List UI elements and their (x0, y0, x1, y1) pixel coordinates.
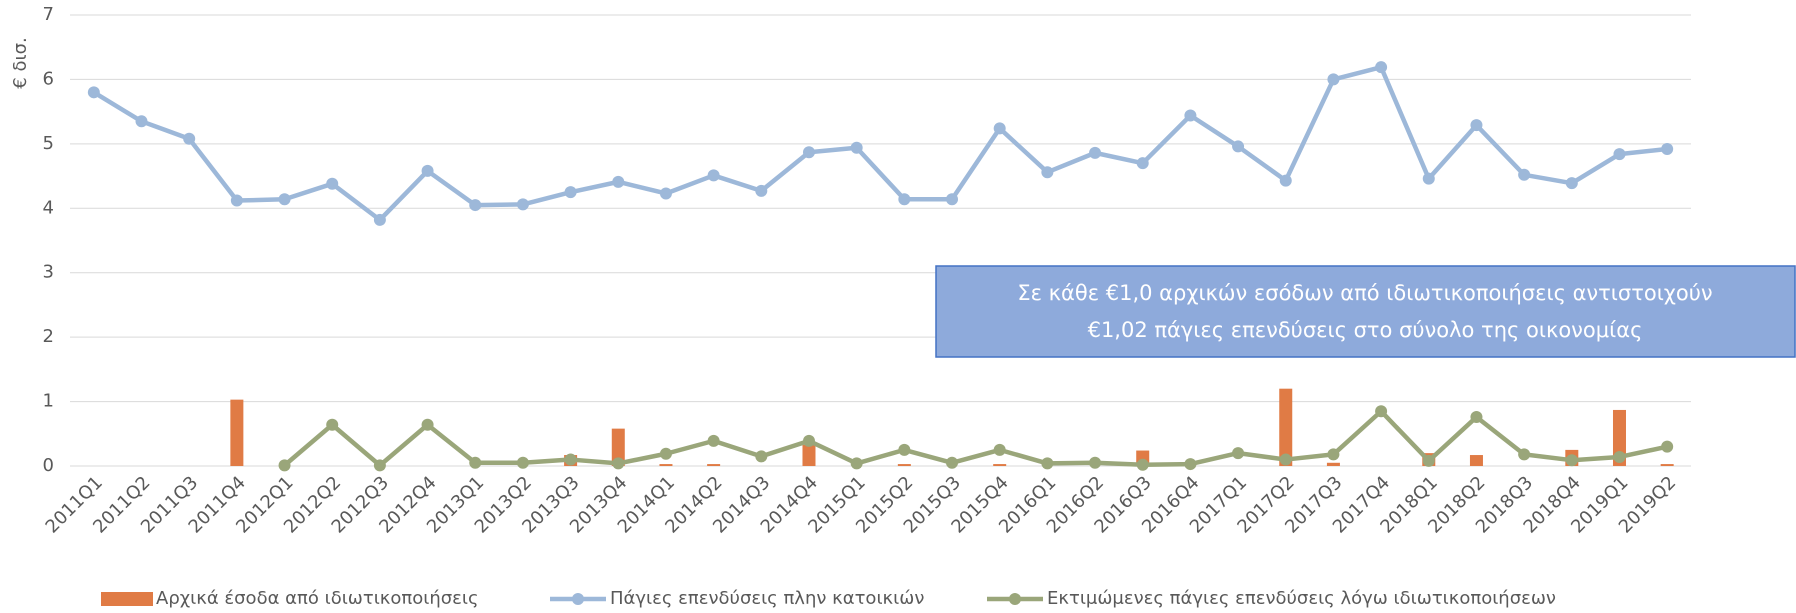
line (92, 64, 1668, 223)
legend-swatch (101, 592, 153, 606)
marker (373, 459, 386, 472)
marker (1565, 177, 1578, 190)
marker (707, 434, 720, 447)
y-axis-label: € δισ. (10, 37, 31, 88)
bar (1660, 464, 1674, 466)
marker (373, 213, 386, 226)
marker (183, 132, 196, 145)
bar (659, 464, 673, 466)
y-tick-label: 7 (43, 4, 54, 25)
marker (1136, 458, 1149, 471)
marker (802, 146, 815, 159)
marker (564, 186, 577, 199)
marker (1470, 411, 1483, 424)
marker (993, 122, 1006, 135)
marker (707, 169, 720, 182)
marker (1041, 457, 1054, 470)
marker (1422, 454, 1435, 467)
marker (1184, 458, 1197, 471)
marker (516, 456, 529, 469)
marker (1136, 157, 1149, 170)
marker (993, 443, 1006, 456)
bar (897, 464, 911, 466)
y-tick-label: 1 (43, 391, 54, 412)
marker (1518, 168, 1531, 181)
y-tick-label: 2 (43, 326, 54, 347)
bar (707, 464, 721, 466)
y-tick-label: 4 (43, 197, 54, 218)
marker (1565, 454, 1578, 467)
marker (612, 457, 625, 470)
marker (1375, 405, 1388, 418)
marker (946, 193, 959, 206)
marker (1613, 450, 1626, 463)
marker (898, 443, 911, 456)
marker (1661, 440, 1674, 453)
bar (230, 399, 244, 466)
marker (946, 456, 959, 469)
annotation-text: Σε κάθε €1,0 αρχικών εσόδων από ιδιωτικο… (1017, 281, 1712, 305)
marker (1422, 172, 1435, 185)
line (283, 408, 1668, 468)
bar (611, 428, 625, 466)
legend-label: Πάγιες επενδύσεις πλην κατοικιών (610, 588, 924, 609)
bar (1326, 462, 1340, 466)
marker (850, 141, 863, 154)
marker (469, 199, 482, 212)
marker (1613, 148, 1626, 161)
marker (1327, 448, 1340, 461)
marker (898, 193, 911, 206)
legend-marker (1009, 593, 1021, 605)
marker (1327, 73, 1340, 86)
marker (230, 194, 243, 207)
marker (87, 86, 100, 99)
y-tick-label: 5 (43, 133, 54, 154)
marker (612, 175, 625, 188)
marker (516, 198, 529, 211)
marker (278, 193, 291, 206)
legend-label: Αρχικά έσοδα από ιδιωτικοποιήσεις (156, 588, 479, 609)
annotation-text: €1,02 πάγιες επενδύσεις στο σύνολο της ο… (1088, 318, 1643, 342)
marker (1089, 456, 1102, 469)
marker (755, 450, 768, 463)
marker (135, 115, 148, 128)
marker (1232, 447, 1245, 460)
legend-marker (572, 593, 584, 605)
legend-label: Εκτιμώμενες πάγιες επενδύσεις λόγω ιδιωτ… (1047, 588, 1556, 609)
marker (564, 453, 577, 466)
marker (1661, 143, 1674, 156)
bar (1279, 388, 1293, 466)
y-tick-label: 0 (43, 455, 54, 476)
marker (326, 177, 339, 190)
marker (755, 184, 768, 197)
bar (1469, 455, 1483, 466)
marker (1279, 453, 1292, 466)
marker (659, 447, 672, 460)
marker (1041, 166, 1054, 179)
marker (1232, 140, 1245, 153)
annotation-box (935, 265, 1796, 358)
marker (850, 457, 863, 470)
marker (1518, 448, 1531, 461)
marker (802, 434, 815, 447)
marker (1375, 61, 1388, 74)
bar (802, 444, 816, 466)
bar (993, 464, 1007, 466)
y-tick-label: 6 (43, 68, 54, 89)
y-tick-label: 3 (43, 262, 54, 283)
marker (1279, 174, 1292, 187)
marker (421, 418, 434, 431)
marker (421, 164, 434, 177)
marker (1184, 109, 1197, 122)
marker (326, 418, 339, 431)
marker (1089, 146, 1102, 159)
marker (278, 459, 291, 472)
marker (1470, 119, 1483, 132)
marker (469, 456, 482, 469)
marker (659, 187, 672, 200)
